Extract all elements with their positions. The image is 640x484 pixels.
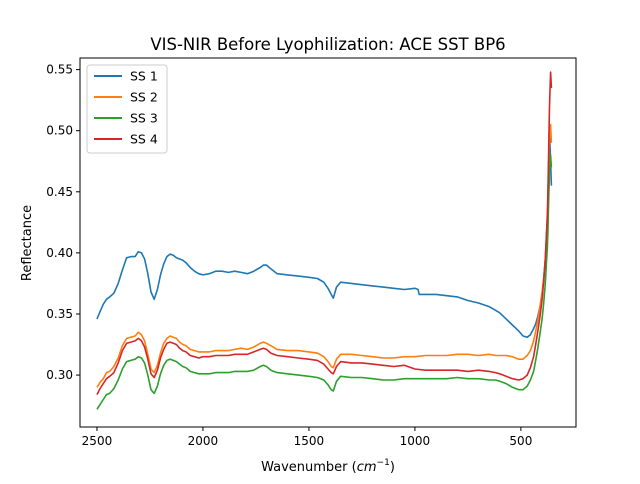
chart-title: VIS-NIR Before Lyophilization: ACE SST B… <box>150 35 505 54</box>
legend-label-2: SS 2 <box>130 90 158 105</box>
plot-frame <box>79 57 577 428</box>
y-tick-label: 0.40 <box>46 246 73 260</box>
x-axis-label: Wavenumber (cm−1) <box>261 458 395 475</box>
series-line-1 <box>96 132 553 339</box>
legend: SS 1 SS 2 SS 3 SS 4 <box>86 64 168 154</box>
legend-label-3: SS 3 <box>130 111 158 126</box>
legend-label-4: SS 4 <box>130 132 158 147</box>
x-tick-label: 1000 <box>400 434 431 448</box>
series-line-4 <box>96 71 553 395</box>
y-axis-label: Reflectance <box>20 205 35 281</box>
x-axis-label-sup: −1 <box>377 458 390 468</box>
x-axis-label-close: ) <box>390 460 395 475</box>
x-tick-label: 1500 <box>294 434 325 448</box>
legend-label-1: SS 1 <box>130 69 158 84</box>
y-tick-label: 0.55 <box>46 63 73 77</box>
series-line-3 <box>96 154 553 410</box>
y-tick-label: 0.45 <box>46 185 73 199</box>
series-layer <box>96 71 553 410</box>
x-tick-label: 500 <box>509 434 532 448</box>
y-ticks-layer: 0.30 0.35 0.40 0.45 0.50 0.55 <box>46 63 80 382</box>
x-axis-label-math: cm <box>357 460 377 475</box>
y-tick-label: 0.35 <box>46 307 73 321</box>
series-line-2 <box>96 123 553 388</box>
y-tick-label: 0.50 <box>46 124 73 138</box>
x-tick-label: 2500 <box>82 434 113 448</box>
x-axis-label-main: Wavenumber ( <box>261 460 357 475</box>
x-tick-label: 2000 <box>188 434 219 448</box>
legend-box <box>86 64 168 154</box>
x-ticks-layer: 2500 2000 1500 1000 500 <box>82 427 532 448</box>
y-tick-label: 0.30 <box>46 368 73 382</box>
